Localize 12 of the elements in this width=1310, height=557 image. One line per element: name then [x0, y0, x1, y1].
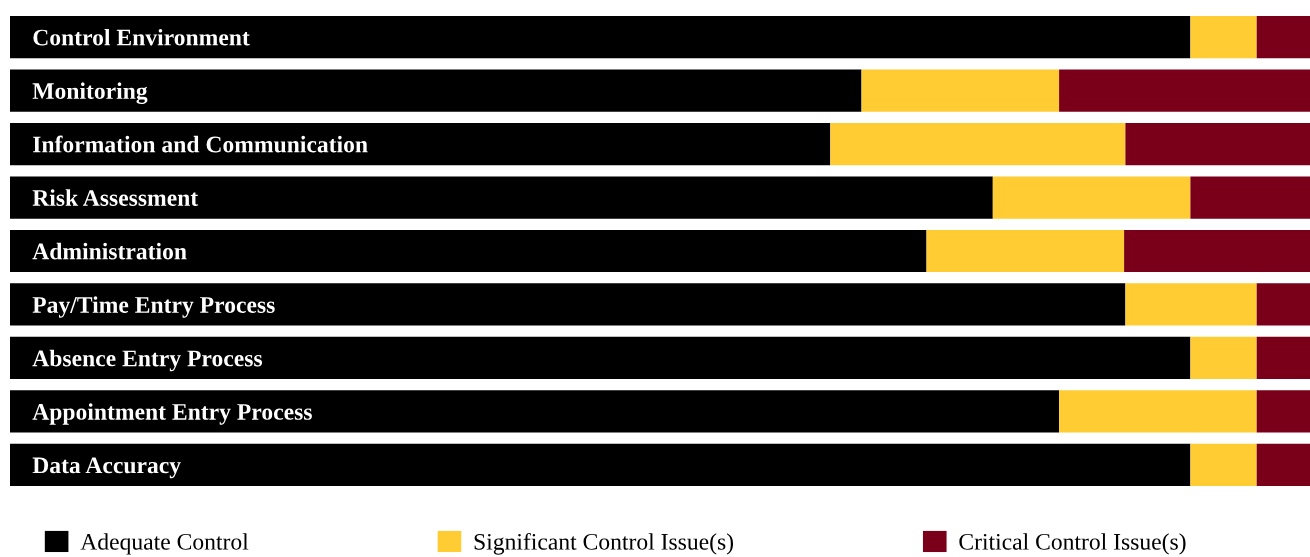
- y-tick-label: Data Accuracy: [32, 457, 181, 479]
- y-tick-label: Information and Communication: [33, 135, 368, 153]
- y-tick-label: Administration: [32, 242, 187, 260]
- y-tick-label: Pay/Time Entry Process: [32, 296, 275, 318]
- y-tick-label: Monitoring: [32, 82, 148, 104]
- y-tick-label: Control Environment: [33, 28, 250, 46]
- y-tick-label: Appointment Entry Process: [32, 403, 312, 425]
- legend-label: Critical Control Issue(s): [959, 533, 1186, 555]
- y-tick-label: Absence Entry Process: [32, 349, 263, 372]
- legend-label: Adequate Control: [80, 533, 249, 555]
- y-tick-label: Risk Assessment: [32, 189, 199, 206]
- legend-label: Significant Control Issue(s): [474, 532, 734, 555]
